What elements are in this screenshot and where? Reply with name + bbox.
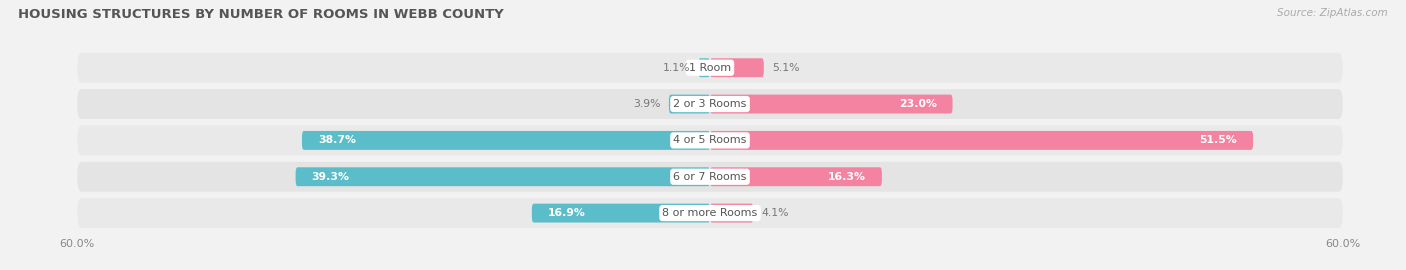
FancyBboxPatch shape	[77, 126, 1343, 155]
FancyBboxPatch shape	[77, 162, 1343, 192]
FancyBboxPatch shape	[77, 198, 1343, 228]
Text: 23.0%: 23.0%	[898, 99, 936, 109]
Text: 3.9%: 3.9%	[633, 99, 661, 109]
FancyBboxPatch shape	[710, 94, 953, 113]
FancyBboxPatch shape	[710, 131, 1253, 150]
FancyBboxPatch shape	[295, 167, 710, 186]
Text: Source: ZipAtlas.com: Source: ZipAtlas.com	[1277, 8, 1388, 18]
FancyBboxPatch shape	[710, 204, 754, 222]
Text: 2 or 3 Rooms: 2 or 3 Rooms	[673, 99, 747, 109]
FancyBboxPatch shape	[710, 167, 882, 186]
Text: HOUSING STRUCTURES BY NUMBER OF ROOMS IN WEBB COUNTY: HOUSING STRUCTURES BY NUMBER OF ROOMS IN…	[18, 8, 503, 21]
Text: 4 or 5 Rooms: 4 or 5 Rooms	[673, 135, 747, 146]
Text: 38.7%: 38.7%	[318, 135, 356, 146]
Text: 4.1%: 4.1%	[762, 208, 789, 218]
Text: 1 Room: 1 Room	[689, 63, 731, 73]
Text: 5.1%: 5.1%	[772, 63, 800, 73]
FancyBboxPatch shape	[710, 58, 763, 77]
Text: 39.3%: 39.3%	[312, 172, 350, 182]
FancyBboxPatch shape	[531, 204, 710, 222]
Text: 8 or more Rooms: 8 or more Rooms	[662, 208, 758, 218]
Text: 1.1%: 1.1%	[662, 63, 690, 73]
FancyBboxPatch shape	[669, 94, 710, 113]
FancyBboxPatch shape	[77, 89, 1343, 119]
FancyBboxPatch shape	[699, 58, 710, 77]
FancyBboxPatch shape	[302, 131, 710, 150]
Text: 6 or 7 Rooms: 6 or 7 Rooms	[673, 172, 747, 182]
Text: 16.3%: 16.3%	[828, 172, 866, 182]
Text: 16.9%: 16.9%	[548, 208, 585, 218]
Text: 51.5%: 51.5%	[1199, 135, 1237, 146]
FancyBboxPatch shape	[77, 53, 1343, 83]
